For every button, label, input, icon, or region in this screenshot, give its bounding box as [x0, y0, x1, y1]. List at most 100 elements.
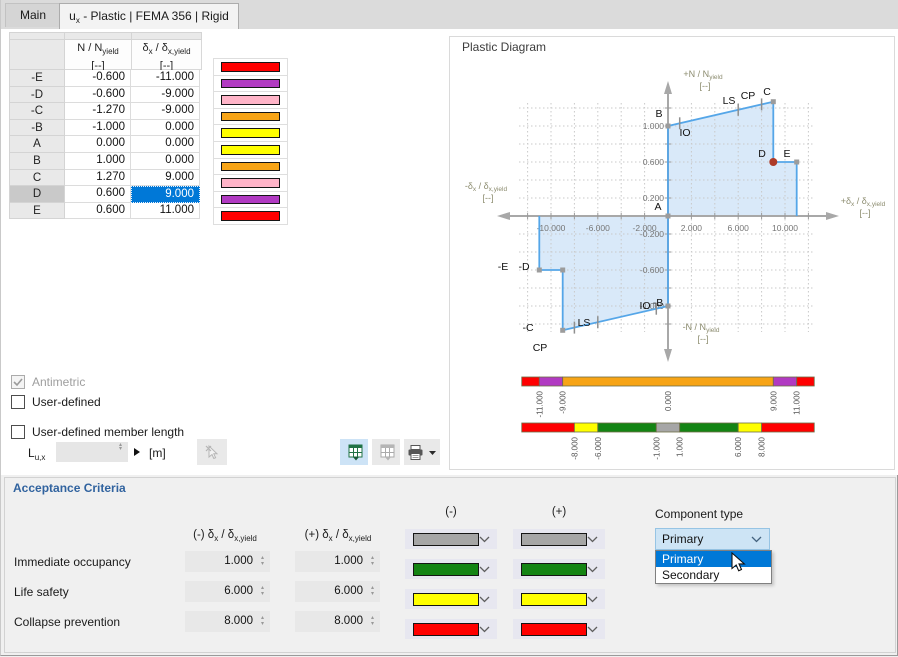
- color-bar-cell: [213, 58, 288, 76]
- spinner-arrows-icon[interactable]: ▴ ▾: [260, 585, 264, 597]
- svg-text:[--]: [--]: [698, 334, 709, 344]
- cell-n[interactable]: 1.270: [65, 169, 131, 187]
- row-header[interactable]: E: [9, 202, 65, 220]
- cell-delta[interactable]: -9.000: [131, 103, 200, 120]
- flyout-arrow-icon[interactable]: [134, 448, 140, 456]
- io-minus-input[interactable]: 1.000 ▴ ▾: [185, 551, 270, 572]
- row-header[interactable]: C: [9, 169, 65, 187]
- point-marker: [536, 267, 542, 273]
- color-column-minus: [405, 529, 497, 649]
- svg-text:IO: IO: [679, 127, 690, 139]
- cell-n[interactable]: -0.600: [65, 86, 131, 104]
- color-swatch: [413, 533, 479, 546]
- tab-main[interactable]: Main: [5, 3, 61, 27]
- tab-ux-plastic[interactable]: ux - Plastic | FEMA 356 | Rigid: [59, 3, 239, 29]
- cell-delta[interactable]: 11.000: [131, 202, 200, 220]
- option-secondary[interactable]: Secondary: [662, 568, 720, 582]
- color-bar-cell: [213, 108, 288, 126]
- cell-n[interactable]: 0.600: [65, 202, 131, 220]
- color-select[interactable]: [405, 619, 497, 639]
- export-excel-button[interactable]: [340, 439, 368, 465]
- svg-text:-1.000: -1.000: [652, 436, 661, 459]
- tab-active-label: u: [69, 9, 76, 23]
- svg-text:-6.000: -6.000: [594, 436, 603, 459]
- point-marker: [665, 123, 671, 129]
- cp-plus-input[interactable]: 8.000 ▴ ▾: [295, 611, 380, 632]
- ls-plus-input[interactable]: 6.000 ▴ ▾: [295, 581, 380, 602]
- cell-n[interactable]: -0.600: [65, 70, 131, 87]
- cell-delta[interactable]: 0.000: [131, 136, 200, 153]
- row-header[interactable]: -E: [9, 70, 65, 87]
- spinner-arrows-icon[interactable]: ▴ ▾: [260, 615, 264, 627]
- color-bar: [221, 95, 280, 105]
- color-select[interactable]: [513, 589, 605, 609]
- color-bar-cell: [213, 191, 288, 209]
- row-header[interactable]: A: [9, 136, 65, 153]
- cell-delta[interactable]: 9.000: [131, 186, 200, 203]
- spinner-arrows-icon[interactable]: ▴ ▾: [118, 442, 122, 452]
- color-select[interactable]: [513, 559, 605, 579]
- row-header[interactable]: -C: [9, 103, 65, 120]
- cell-n[interactable]: 1.000: [65, 152, 131, 170]
- cell-n[interactable]: 0.000: [65, 136, 131, 153]
- lux-input[interactable]: ▴ ▾: [56, 442, 128, 462]
- svg-text:B: B: [655, 108, 662, 120]
- user-defined-checkbox[interactable]: [11, 395, 25, 409]
- chevron-down-icon: [587, 626, 598, 633]
- point-labels: -E -D -C -B A B C D E IO LS CP IO LS CP: [498, 86, 791, 354]
- cell-delta[interactable]: 0.000: [131, 152, 200, 170]
- component-type-label: Component type: [655, 507, 744, 521]
- header-strip-cell: [65, 32, 132, 40]
- cp-minus-input[interactable]: 8.000 ▴ ▾: [185, 611, 270, 632]
- cell-n[interactable]: 0.600: [65, 186, 131, 203]
- cell-delta[interactable]: 9.000: [131, 169, 200, 187]
- table-row: D 0.600 9.000: [9, 186, 202, 203]
- cell-n[interactable]: -1.270: [65, 103, 131, 120]
- row-header[interactable]: D: [9, 186, 65, 203]
- print-button[interactable]: [404, 439, 440, 465]
- row-header[interactable]: -D: [9, 86, 65, 104]
- row-header[interactable]: -B: [9, 119, 65, 137]
- component-type-combobox[interactable]: Primary: [655, 528, 770, 550]
- printer-icon: [408, 444, 423, 460]
- excel-export-icon: [348, 444, 363, 460]
- ls-minus-input[interactable]: 6.000 ▴ ▾: [185, 581, 270, 602]
- cell-n[interactable]: -1.000: [65, 119, 131, 137]
- lux-unit: [m]: [149, 446, 166, 460]
- cell-delta[interactable]: -11.000: [131, 70, 200, 87]
- color-swatch: [521, 623, 587, 636]
- spinner-arrows-icon[interactable]: ▴ ▾: [370, 615, 374, 627]
- svg-text:-C: -C: [522, 322, 533, 334]
- hinge-table: N / Nyield [--] δx / δx,yield [--] -E -0.…: [9, 32, 202, 220]
- table-header: N / Nyield [--] δx / δx,yield [--]: [9, 40, 202, 72]
- svg-text:6.000: 6.000: [734, 436, 743, 457]
- color-bar-cell: [213, 158, 288, 176]
- svg-text:[--]: [--]: [483, 193, 494, 203]
- color-select[interactable]: [405, 529, 497, 549]
- antimetric-checkbox[interactable]: [11, 375, 25, 389]
- color-select[interactable]: [405, 559, 497, 579]
- spinner-arrows-icon[interactable]: ▴ ▾: [370, 585, 374, 597]
- color-select[interactable]: [405, 589, 497, 609]
- tab-bar: Main ux - Plastic | FEMA 356 | Rigid: [1, 0, 898, 29]
- svg-text:[--]: [--]: [860, 208, 871, 218]
- print-dropdown-icon[interactable]: [429, 444, 437, 461]
- header-minus: (-): [445, 506, 457, 518]
- svg-text:LS: LS: [578, 317, 591, 329]
- member-length-checkbox[interactable]: [11, 425, 25, 439]
- color-bar: [221, 128, 280, 138]
- row-label-immediate-occupancy: Immediate occupancy: [14, 555, 131, 569]
- option-primary[interactable]: Primary: [656, 551, 771, 567]
- cell-delta[interactable]: 0.000: [131, 119, 200, 137]
- color-bar: [221, 144, 280, 155]
- spinner-arrows-icon[interactable]: ▴ ▾: [370, 555, 374, 567]
- io-plus-input[interactable]: 1.000 ▴ ▾: [295, 551, 380, 572]
- row-header[interactable]: B: [9, 152, 65, 170]
- color-select[interactable]: [513, 619, 605, 639]
- pick-in-graphic-button[interactable]: [197, 439, 227, 465]
- spinner-arrows-icon[interactable]: ▴ ▾: [260, 555, 264, 567]
- acceptance-criteria-groupbox: Acceptance Criteria (-) δx / δx,yield (+…: [4, 477, 896, 653]
- tick-labels: -10.000 -6.000 -2.000 2.000 6.000 10.000 1.000…: [537, 121, 799, 311]
- cell-delta[interactable]: -9.000: [131, 86, 200, 104]
- color-select[interactable]: [513, 529, 605, 549]
